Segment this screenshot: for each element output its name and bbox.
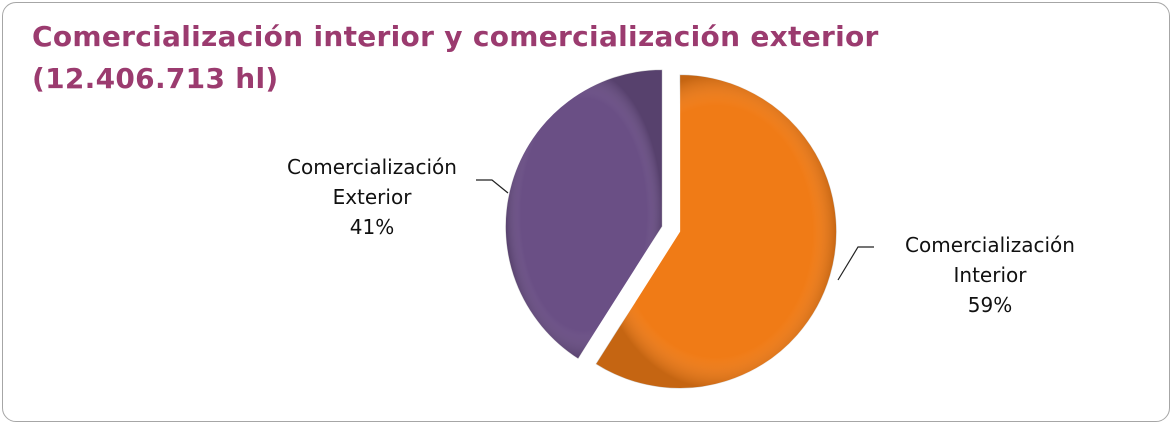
slice-label: Comercialización Exterior 41% — [272, 152, 472, 242]
category-label: Comercialización Exterior — [287, 155, 457, 209]
value-label: 41% — [349, 215, 395, 239]
slice-shade — [595, 74, 837, 389]
chart-subtitle: (12.406.713 hl) — [32, 62, 279, 95]
leader-line — [837, 246, 874, 281]
chart-frame — [2, 2, 1170, 422]
value-label: 59% — [967, 293, 1013, 317]
chart-title: Comercialización interior y comercializa… — [32, 20, 879, 53]
slice-shade — [505, 69, 663, 360]
leader-line — [476, 179, 509, 194]
slice-label: Comercialización Interior 59% — [890, 230, 1090, 320]
category-label: Comercialización Interior — [905, 233, 1075, 287]
